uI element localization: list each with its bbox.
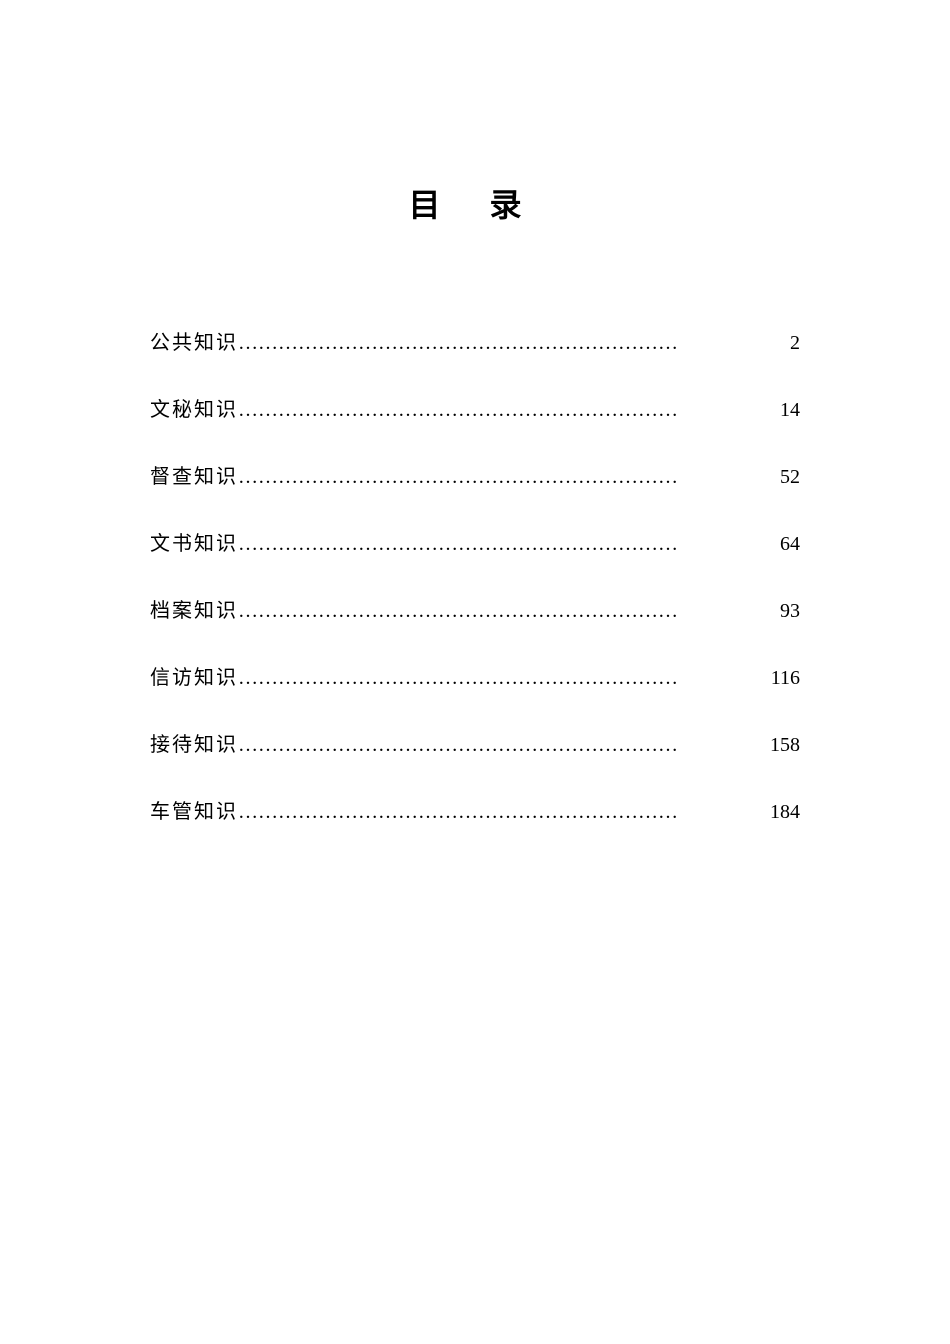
toc-item-page: 93 [780, 600, 800, 623]
toc-dots [238, 332, 790, 355]
toc-item-label: 督查知识 [150, 460, 238, 489]
toc-item-page: 116 [771, 667, 800, 690]
page-container: 目 录 公共知识 2 文秘知识 14 督查知识 52 文书知识 64 档案知识 … [0, 0, 950, 824]
toc-item: 接待知识 158 [150, 728, 800, 757]
toc-dots [238, 466, 780, 489]
toc-item-label: 接待知识 [150, 728, 238, 757]
toc-dots [238, 734, 770, 757]
toc-item-label: 档案知识 [150, 594, 238, 623]
toc-dots [238, 667, 771, 690]
toc-item: 车管知识 184 [150, 795, 800, 824]
toc-item: 文秘知识 14 [150, 393, 800, 422]
toc-item-page: 2 [790, 332, 800, 355]
toc-item: 公共知识 2 [150, 326, 800, 355]
toc-item-page: 158 [770, 734, 800, 757]
toc-item: 档案知识 93 [150, 594, 800, 623]
toc-item-label: 信访知识 [150, 661, 238, 690]
toc-item-page: 52 [780, 466, 800, 489]
toc-dots [238, 533, 780, 556]
toc-dots [238, 399, 780, 422]
toc-title: 目 录 [150, 180, 800, 226]
toc-item-label: 车管知识 [150, 795, 238, 824]
toc-dots [238, 801, 770, 824]
toc-item-page: 184 [770, 801, 800, 824]
toc-item-label: 文书知识 [150, 527, 238, 556]
toc-item: 督查知识 52 [150, 460, 800, 489]
toc-dots [238, 600, 780, 623]
toc-item-label: 文秘知识 [150, 393, 238, 422]
toc-list: 公共知识 2 文秘知识 14 督查知识 52 文书知识 64 档案知识 93 信… [150, 326, 800, 824]
toc-item: 文书知识 64 [150, 527, 800, 556]
toc-item-page: 14 [780, 399, 800, 422]
toc-item: 信访知识 116 [150, 661, 800, 690]
toc-item-label: 公共知识 [150, 326, 238, 355]
toc-item-page: 64 [780, 533, 800, 556]
